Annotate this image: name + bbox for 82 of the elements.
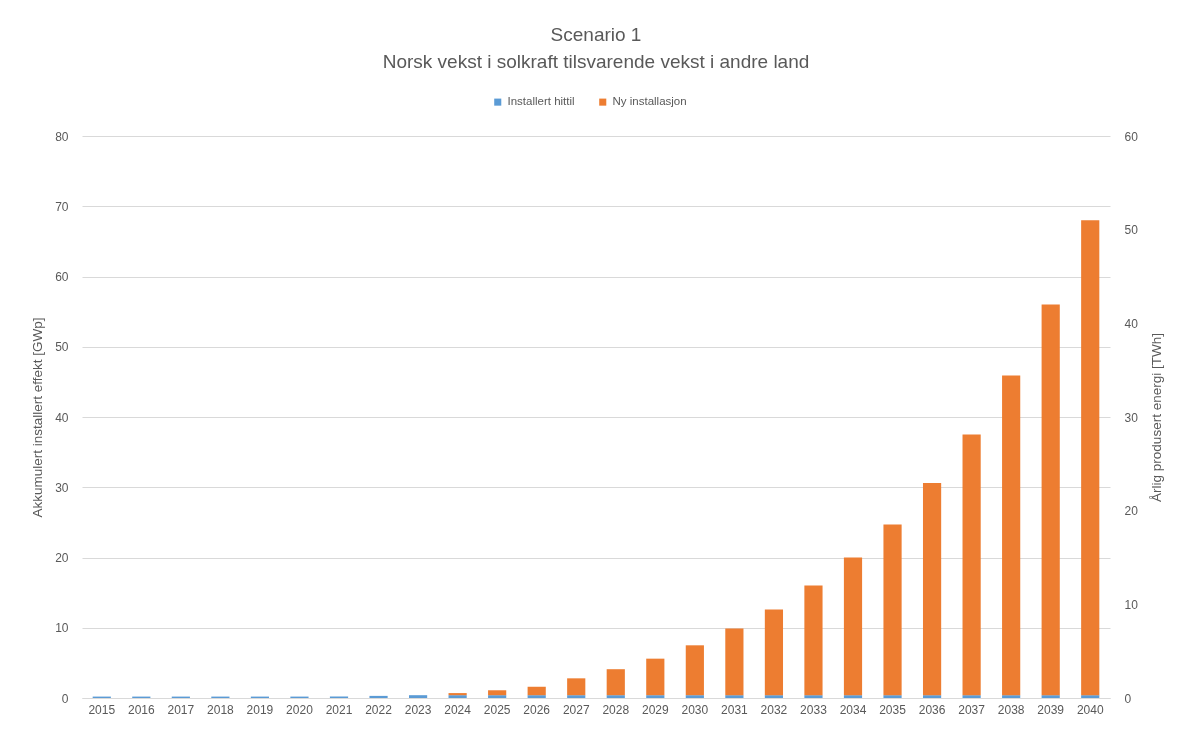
y2-tick-label: 40 <box>1124 316 1139 331</box>
bar <box>488 690 507 696</box>
bar <box>685 645 704 696</box>
bar <box>843 557 863 696</box>
y-tick-label: 0 <box>61 691 69 706</box>
bar <box>369 695 388 698</box>
x-tick-label: 2035 <box>879 702 907 717</box>
bar <box>488 695 507 698</box>
y2-tick-label: 0 <box>1124 691 1132 706</box>
bar <box>804 695 823 698</box>
x-tick-label: 2026 <box>523 702 551 717</box>
bar <box>843 695 863 698</box>
y-tick-label: 10 <box>55 621 69 636</box>
x-tick-label: 2022 <box>365 702 393 717</box>
bar <box>922 695 942 698</box>
bar <box>804 585 823 696</box>
y-tick-label: 50 <box>55 340 69 355</box>
y-tick-label: 20 <box>55 551 69 565</box>
x-tick-label: 2028 <box>602 702 630 717</box>
y2-tick-label: 20 <box>1124 504 1139 519</box>
x-tick-label: 2020 <box>286 702 314 717</box>
bar <box>725 695 744 698</box>
bar <box>962 434 981 696</box>
bar <box>1002 375 1021 696</box>
x-tick-label: 2024 <box>444 702 472 717</box>
bar <box>962 695 981 698</box>
y-tick-label: 40 <box>55 410 69 425</box>
x-tick-label: 2018 <box>207 702 235 717</box>
bar <box>883 695 902 698</box>
x-tick-label: 2029 <box>641 702 669 717</box>
x-tick-label: 2039 <box>1037 702 1065 717</box>
legend-label: Installert hittil <box>507 95 575 108</box>
x-tick-label: 2023 <box>404 702 432 717</box>
y-tick-label: 80 <box>55 129 69 144</box>
bar <box>527 695 546 698</box>
bar <box>725 628 744 696</box>
y-tick-label: 60 <box>55 270 69 284</box>
chart-title: Scenario 1 <box>550 24 642 45</box>
x-tick-label: 2025 <box>483 702 511 717</box>
bar <box>922 483 942 696</box>
bar <box>606 695 625 698</box>
x-tick-label: 2036 <box>918 702 946 717</box>
x-tick-label: 2015 <box>88 702 116 717</box>
bar <box>646 695 665 698</box>
bar <box>606 669 625 696</box>
bar <box>1081 220 1100 696</box>
x-tick-label: 2016 <box>127 702 155 717</box>
y2-tick-label: 60 <box>1124 129 1139 144</box>
x-tick-label: 2021 <box>325 702 353 717</box>
y2-tick-label: 30 <box>1124 410 1139 425</box>
x-tick-label: 2019 <box>246 702 274 717</box>
x-tick-label: 2040 <box>1076 702 1104 717</box>
bar <box>1002 695 1021 698</box>
x-tick-label: 2030 <box>681 702 709 717</box>
x-tick-label: 2034 <box>839 702 867 717</box>
y-tick-label: 70 <box>55 199 69 214</box>
x-tick-label: 2017 <box>167 702 195 717</box>
x-tick-label: 2037 <box>958 702 986 717</box>
bar <box>764 609 784 696</box>
y2-tick-label: 50 <box>1124 223 1139 238</box>
legend-label: Ny installasjon <box>612 95 687 108</box>
bar <box>1041 304 1060 696</box>
bar <box>408 695 428 698</box>
bar <box>685 695 704 698</box>
y2-axis-title: Årlig produsert energi [TWh] <box>1148 333 1164 502</box>
y-axis-title: Akkumulert installert effekt [GWp] <box>30 317 46 518</box>
x-tick-label: 2027 <box>562 702 590 717</box>
x-tick-label: 2038 <box>997 702 1025 717</box>
bar <box>883 524 902 696</box>
bar <box>567 678 586 696</box>
x-tick-label: 2032 <box>760 702 788 717</box>
y2-tick-label: 10 <box>1124 597 1139 612</box>
x-tick-label: 2031 <box>721 702 749 717</box>
x-tick-label: 2033 <box>800 702 828 717</box>
bar <box>1081 695 1100 698</box>
bar <box>1041 695 1060 698</box>
bar <box>646 658 665 696</box>
bar <box>567 695 586 698</box>
chart-subtitle: Norsk vekst i solkraft tilsvarende vekst i andre land <box>382 51 810 72</box>
bar <box>764 695 784 698</box>
bar <box>527 686 546 696</box>
y-tick-label: 30 <box>55 480 69 495</box>
